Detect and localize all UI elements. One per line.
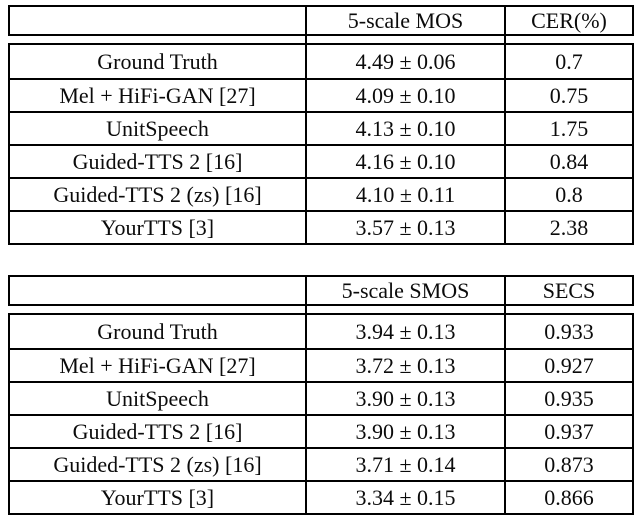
mos-score-cell: 4.13 ± 0.10 bbox=[305, 113, 504, 144]
column-rule-tick bbox=[305, 306, 307, 313]
smos-score-cell: 3.90 ± 0.13 bbox=[305, 416, 504, 447]
secs-value-cell: 0.933 bbox=[504, 315, 632, 348]
smos-secs-header-row: 5-scale SMOS SECS bbox=[8, 275, 634, 306]
header-cell-secs: SECS bbox=[504, 277, 632, 304]
column-rule-tick bbox=[504, 36, 506, 43]
smos-score-cell: 3.90 ± 0.13 bbox=[305, 383, 504, 414]
secs-value-cell: 0.937 bbox=[504, 416, 632, 447]
mos-score-cell: 4.09 ± 0.10 bbox=[305, 80, 504, 111]
mos-score-cell: 3.57 ± 0.13 bbox=[305, 212, 504, 243]
system-name-cell: UnitSpeech bbox=[106, 115, 209, 141]
smos-score-cell: 3.34 ± 0.15 bbox=[305, 482, 504, 513]
mos-cer-header-row: 5-scale MOS CER(%) bbox=[8, 5, 634, 36]
cer-value-cell: 0.7 bbox=[504, 45, 632, 78]
smos-secs-table: 5-scale SMOS SECS Ground Truth 3.94 ± 0.… bbox=[8, 275, 634, 515]
table-row: Guided-TTS 2 (zs) [16] 3.71 ± 0.14 0.873 bbox=[10, 447, 632, 480]
mos-score-cell: 4.10 ± 0.11 bbox=[305, 179, 504, 210]
secs-value-cell: 0.935 bbox=[504, 383, 632, 414]
smos-score-cell: 3.94 ± 0.13 bbox=[305, 315, 504, 348]
smos-score-cell: 3.72 ± 0.13 bbox=[305, 350, 504, 381]
column-rule-tick bbox=[305, 36, 307, 43]
system-name-cell: Guided-TTS 2 (zs) [16] bbox=[53, 451, 262, 477]
system-name-cell: Mel + HiFi-GAN [27] bbox=[59, 352, 256, 378]
table-row: UnitSpeech 4.13 ± 0.10 1.75 bbox=[10, 111, 632, 144]
system-name-cell: Guided-TTS 2 [16] bbox=[72, 418, 243, 444]
cer-value-cell: 0.8 bbox=[504, 179, 632, 210]
mos-score-cell: 4.49 ± 0.06 bbox=[305, 45, 504, 78]
header-cell-blank bbox=[10, 7, 305, 34]
table-row: Ground Truth 4.49 ± 0.06 0.7 bbox=[10, 45, 632, 78]
system-name-cell: Ground Truth bbox=[97, 318, 218, 344]
mos-cer-table: 5-scale MOS CER(%) Ground Truth 4.49 ± 0… bbox=[8, 5, 634, 245]
table-row: YourTTS [3] 3.57 ± 0.13 2.38 bbox=[10, 210, 632, 243]
system-name-cell: Guided-TTS 2 (zs) [16] bbox=[53, 181, 262, 207]
table-row: Guided-TTS 2 [16] 4.16 ± 0.10 0.84 bbox=[10, 144, 632, 177]
system-name-cell: UnitSpeech bbox=[106, 385, 209, 411]
secs-value-cell: 0.927 bbox=[504, 350, 632, 381]
system-name-cell: YourTTS [3] bbox=[100, 484, 215, 510]
header-cell-blank bbox=[10, 277, 305, 304]
table-row: Guided-TTS 2 [16] 3.90 ± 0.13 0.937 bbox=[10, 414, 632, 447]
cer-value-cell: 1.75 bbox=[504, 113, 632, 144]
cer-value-cell: 0.84 bbox=[504, 146, 632, 177]
cer-value-cell: 0.75 bbox=[504, 80, 632, 111]
table-row: YourTTS [3] 3.34 ± 0.15 0.866 bbox=[10, 480, 632, 513]
header-cell-mos: 5-scale MOS bbox=[305, 7, 504, 34]
system-name-cell: YourTTS [3] bbox=[100, 214, 215, 240]
header-cell-smos: 5-scale SMOS bbox=[305, 277, 504, 304]
cer-value-cell: 2.38 bbox=[504, 212, 632, 243]
smos-score-cell: 3.71 ± 0.14 bbox=[305, 449, 504, 480]
secs-value-cell: 0.866 bbox=[504, 482, 632, 513]
mos-score-cell: 4.16 ± 0.10 bbox=[305, 146, 504, 177]
table-row: Mel + HiFi-GAN [27] 4.09 ± 0.10 0.75 bbox=[10, 78, 632, 111]
system-name-cell: Ground Truth bbox=[97, 48, 218, 74]
table-row: Guided-TTS 2 (zs) [16] 4.10 ± 0.11 0.8 bbox=[10, 177, 632, 210]
table-row: UnitSpeech 3.90 ± 0.13 0.935 bbox=[10, 381, 632, 414]
table-row: Mel + HiFi-GAN [27] 3.72 ± 0.13 0.927 bbox=[10, 348, 632, 381]
column-rule-tick bbox=[504, 306, 506, 313]
system-name-cell: Guided-TTS 2 [16] bbox=[72, 148, 243, 174]
double-rule-gap bbox=[8, 36, 634, 43]
table-row: Ground Truth 3.94 ± 0.13 0.933 bbox=[10, 315, 632, 348]
system-name-cell: Mel + HiFi-GAN [27] bbox=[59, 82, 256, 108]
smos-secs-body: Ground Truth 3.94 ± 0.13 0.933 Mel + HiF… bbox=[8, 313, 634, 515]
double-rule-gap bbox=[8, 306, 634, 313]
secs-value-cell: 0.873 bbox=[504, 449, 632, 480]
mos-cer-body: Ground Truth 4.49 ± 0.06 0.7 Mel + HiFi-… bbox=[8, 43, 634, 245]
header-cell-cer: CER(%) bbox=[504, 7, 632, 34]
